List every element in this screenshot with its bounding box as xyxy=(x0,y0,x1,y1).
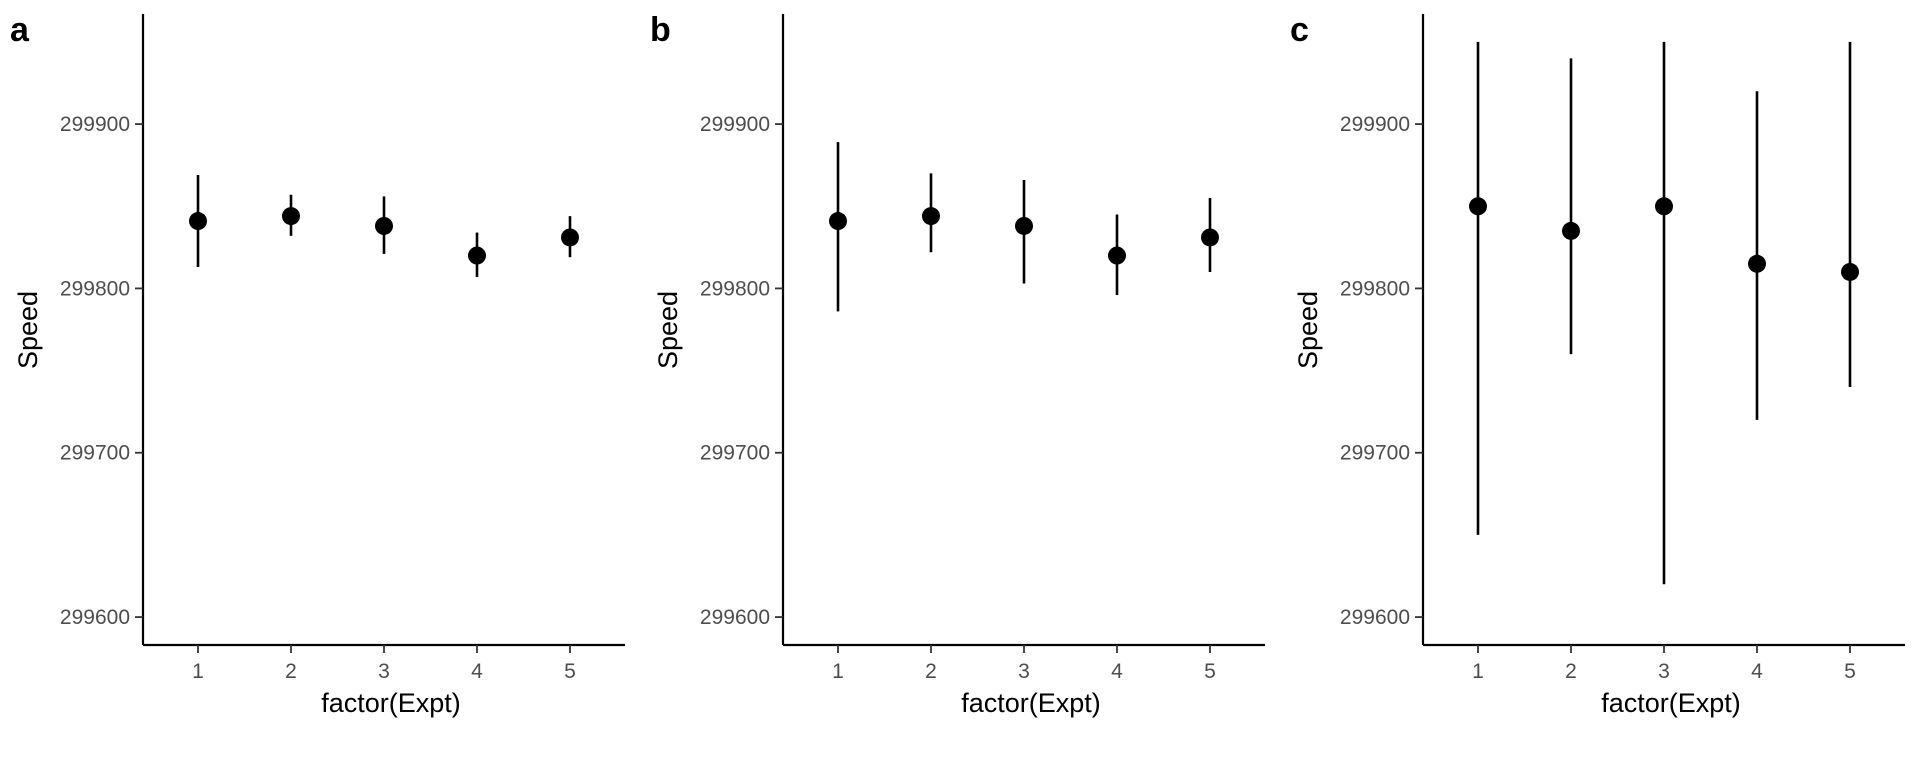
y-tick-label: 299600 xyxy=(700,606,770,629)
x-tick-label: 3 xyxy=(1658,660,1670,683)
data-point xyxy=(1562,221,1580,240)
x-tick-label: 1 xyxy=(832,660,844,683)
y-tick-label: 299600 xyxy=(60,606,130,629)
y-tick-label: 299900 xyxy=(1340,113,1410,136)
y-tick-label: 299900 xyxy=(700,113,770,136)
x-tick-label: 1 xyxy=(1472,660,1484,683)
panel-a: a 299600 299700 299800 299900 1 2 3 4 5 factor(Exp… xyxy=(10,11,625,718)
data-point xyxy=(375,216,393,235)
data-point xyxy=(282,207,300,226)
y-tick-label: 299800 xyxy=(1340,277,1410,300)
x-tick-label: 4 xyxy=(1111,660,1123,683)
y-axis-title: Speed xyxy=(653,291,683,369)
y-axis-title: Speed xyxy=(13,291,43,369)
x-tick-label: 1 xyxy=(192,660,204,683)
x-tick-label: 2 xyxy=(925,660,937,683)
x-tick-label: 5 xyxy=(564,660,576,683)
x-tick-label: 4 xyxy=(471,660,483,683)
x-tick-label: 5 xyxy=(1844,660,1856,683)
x-tick-label: 3 xyxy=(378,660,390,683)
data-point xyxy=(1748,254,1766,273)
data-point xyxy=(922,207,940,226)
panel-c: c 299600 299700 299800 299900 1 2 3 4 5 factor(Exp… xyxy=(1290,11,1905,718)
x-tick-label: 5 xyxy=(1204,660,1216,683)
x-tick-label: 4 xyxy=(1751,660,1763,683)
data-point xyxy=(1469,197,1487,216)
panel-tag: b xyxy=(650,11,671,49)
x-axis-title: factor(Expt) xyxy=(961,688,1101,718)
y-tick-label: 299800 xyxy=(700,277,770,300)
data-point xyxy=(1841,262,1859,281)
y-tick-label: 299600 xyxy=(1340,606,1410,629)
data-point xyxy=(561,228,579,247)
y-tick-label: 299900 xyxy=(60,113,130,136)
data-point xyxy=(829,212,847,231)
data-point xyxy=(1015,216,1033,235)
x-tick-label: 3 xyxy=(1018,660,1030,683)
y-axis-title: Speed xyxy=(1293,291,1323,369)
y-tick-label: 299700 xyxy=(700,442,770,465)
data-point xyxy=(468,246,486,265)
data-point xyxy=(189,212,207,231)
data-point xyxy=(1108,246,1126,265)
x-tick-label: 2 xyxy=(285,660,297,683)
panel-tag: c xyxy=(1290,11,1309,49)
data-point xyxy=(1655,197,1673,216)
y-tick-label: 299700 xyxy=(60,442,130,465)
x-axis-title: factor(Expt) xyxy=(321,688,461,718)
y-tick-label: 299800 xyxy=(60,277,130,300)
data-point xyxy=(1201,228,1219,247)
x-axis-title: factor(Expt) xyxy=(1601,688,1741,718)
y-tick-label: 299700 xyxy=(1340,442,1410,465)
x-tick-label: 2 xyxy=(1565,660,1577,683)
panel-b: b 299600 299700 299800 299900 1 2 3 4 5 factor(Exp… xyxy=(650,11,1265,718)
panel-tag: a xyxy=(10,11,30,49)
